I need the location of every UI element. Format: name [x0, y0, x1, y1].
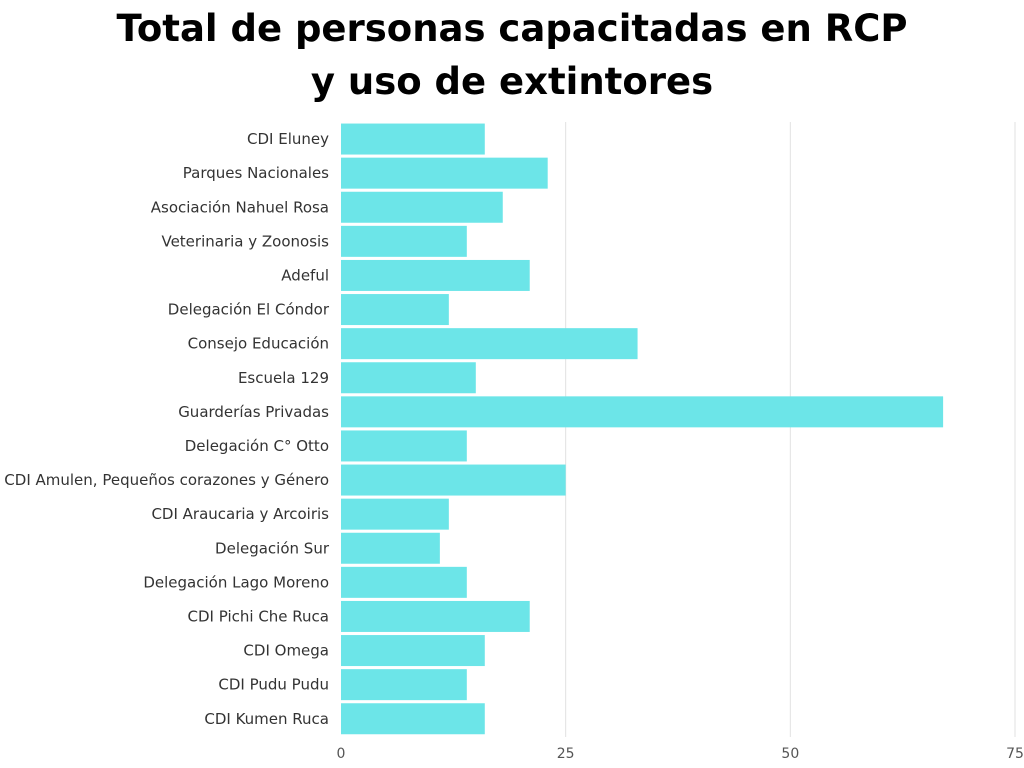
category-label-3: Asociación Nahuel Rosa: [151, 198, 329, 216]
category-label-10: Delegación C° Otto: [185, 437, 329, 455]
bar-7: [341, 328, 638, 360]
category-label-17: CDI Pudu Pudu: [218, 676, 329, 694]
category-label-9: Guarderías Privadas: [178, 403, 329, 421]
bar-4: [341, 225, 467, 257]
category-label-7: Consejo Educación: [188, 335, 329, 353]
x-tick-label-50: 50: [781, 746, 799, 762]
bar-17: [341, 669, 467, 701]
x-axis-tick-labels: 0 25 50 75: [337, 746, 1024, 762]
category-label-18: CDI Kumen Ruca: [204, 710, 329, 728]
x-tick-label-75: 75: [1006, 746, 1024, 762]
x-tick-label-0: 0: [337, 746, 346, 762]
bar-1: [341, 123, 485, 155]
category-label-16: CDI Omega: [243, 642, 329, 660]
category-label-13: Delegación Sur: [215, 539, 330, 557]
bar-18: [341, 703, 485, 735]
bar-11: [341, 464, 566, 496]
bar-3: [341, 191, 503, 223]
bars: [341, 123, 944, 735]
bar-12: [341, 498, 449, 530]
category-label-1: CDI Eluney: [247, 130, 329, 148]
category-label-11: CDI Amulen, Pequeños corazones y Género: [4, 471, 329, 489]
chart-title-line-2: y uso de extintores: [310, 60, 714, 103]
bar-16: [341, 635, 485, 667]
category-label-2: Parques Nacionales: [183, 164, 329, 182]
x-tick-label-25: 25: [557, 746, 575, 762]
bar-13: [341, 532, 440, 564]
bar-6: [341, 294, 449, 326]
gridlines: [565, 122, 1016, 737]
category-label-8: Escuela 129: [238, 369, 329, 387]
bar-9: [341, 396, 944, 428]
bar-5: [341, 259, 530, 291]
category-label-15: CDI Pichi Che Ruca: [188, 607, 329, 625]
category-label-14: Delegación Lago Moreno: [143, 573, 329, 591]
bar-10: [341, 430, 467, 462]
category-label-12: CDI Araucaria y Arcoiris: [151, 505, 329, 523]
category-label-4: Veterinaria y Zoonosis: [161, 232, 329, 250]
bar-2: [341, 157, 548, 189]
category-label-6: Delegación El Cóndor: [168, 301, 330, 319]
bar-14: [341, 566, 467, 598]
category-label-5: Adeful: [281, 266, 329, 284]
bar-15: [341, 600, 530, 632]
chart-title-line-1: Total de personas capacitadas en RCP: [116, 7, 908, 50]
chart-title: Total de personas capacitadas en RCP y u…: [0, 2, 1024, 108]
category-labels: CDI Eluney Parques Nacionales Asociación N…: [4, 130, 330, 728]
bar-8: [341, 362, 476, 394]
